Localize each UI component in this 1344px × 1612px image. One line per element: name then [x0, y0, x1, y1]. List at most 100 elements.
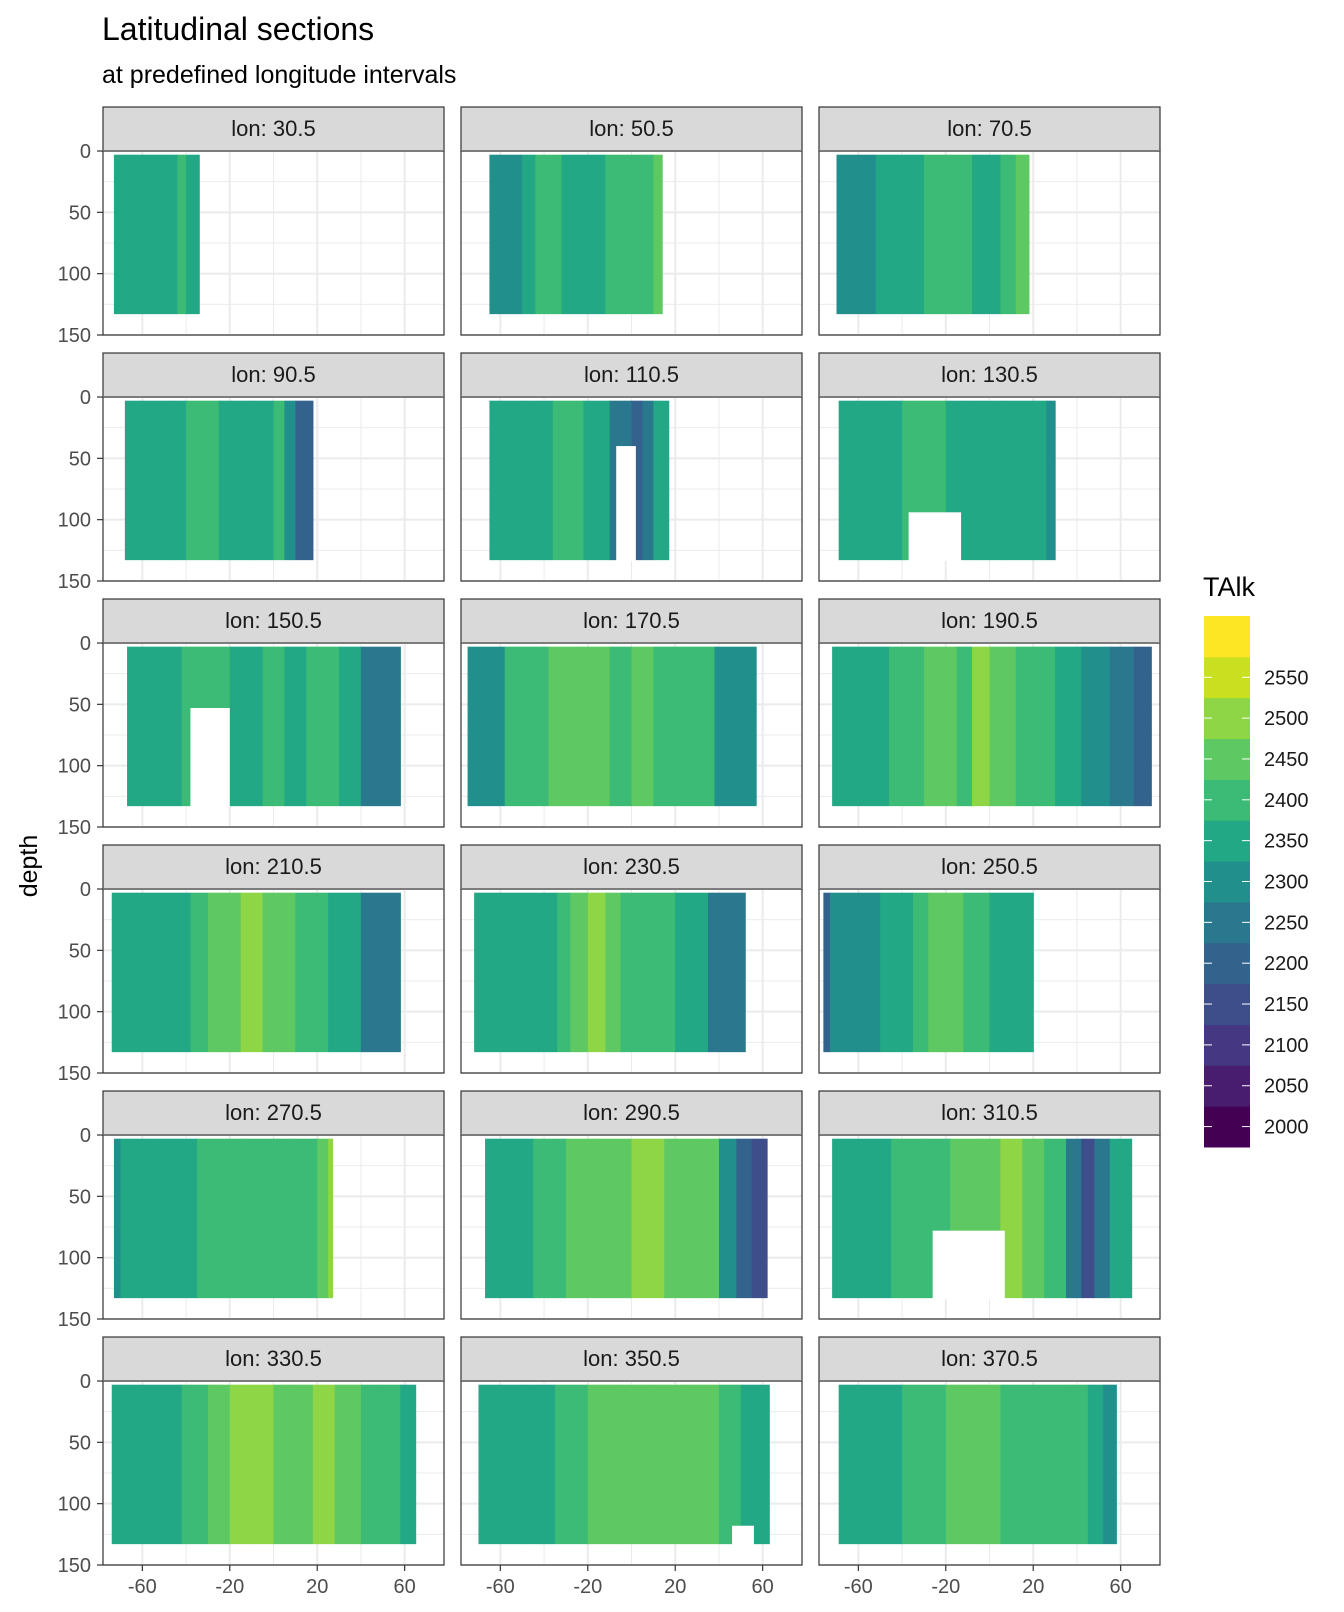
- legend-title: TAlk: [1203, 572, 1255, 602]
- x-tick-label: 60: [1110, 1576, 1132, 1598]
- talk-fill: [474, 892, 746, 1053]
- talk-band: [605, 154, 644, 315]
- facet-panel: lon: 370.5 -60 -20 20 60: [818, 1336, 1161, 1598]
- talk-band: [620, 1384, 654, 1545]
- talk-band: [554, 1384, 589, 1545]
- legend-label: 2000: [1264, 1117, 1309, 1139]
- talk-band: [1015, 646, 1056, 807]
- panel-border: [460, 150, 803, 336]
- facet-strip: [102, 352, 445, 398]
- talk-band: [328, 1138, 334, 1299]
- talk-band: [504, 646, 550, 807]
- facet-panel: lon: 70.5: [818, 106, 1161, 336]
- talk-band: [1033, 1384, 1067, 1545]
- talk-band: [928, 892, 947, 1053]
- chart-title: Latitudinal sections: [102, 11, 374, 47]
- talk-band: [598, 1138, 633, 1299]
- facet-panel: lon: 190.5: [818, 598, 1161, 828]
- x-tick-label: -60: [844, 1576, 873, 1598]
- talk-band: [522, 1384, 556, 1545]
- panel-border: [102, 396, 445, 582]
- talk-band: [273, 1138, 296, 1299]
- talk-band: [251, 400, 275, 561]
- talk-band: [978, 1384, 1002, 1545]
- talk-fill: [838, 1384, 1117, 1545]
- legend-label: 2450: [1264, 749, 1309, 771]
- facet-label: lon: 130.5: [941, 362, 1038, 387]
- talk-band: [891, 1138, 925, 1299]
- talk-band: [1000, 1138, 1023, 1299]
- panel-border: [460, 642, 803, 828]
- talk-band: [945, 892, 964, 1053]
- talk-band: [218, 400, 253, 561]
- facet-label: lon: 310.5: [941, 1100, 1038, 1125]
- facet-strip: [460, 844, 803, 890]
- talk-band: [980, 400, 1008, 561]
- talk-band: [989, 892, 1012, 1053]
- facet-label: lon: 90.5: [231, 362, 315, 387]
- talk-band: [823, 892, 831, 1053]
- facet-strip: [818, 106, 1161, 152]
- facet-panel: lon: 130.5: [818, 352, 1161, 582]
- talk-band: [587, 1384, 622, 1545]
- talk-band: [620, 892, 654, 1053]
- talk-band: [153, 1138, 198, 1299]
- y-axis-label: depth: [15, 835, 43, 898]
- talk-band: [186, 154, 200, 315]
- talk-band: [478, 1384, 523, 1545]
- talk-band: [196, 1138, 242, 1299]
- talk-fill: [127, 646, 401, 808]
- facet-strip: [460, 1090, 803, 1136]
- talk-band: [190, 892, 209, 1053]
- facet-panels: lon: 30.5 0 50 100 150 lon: 50.5 lon: 70.5 lon:…: [58, 106, 1161, 1598]
- talk-band: [631, 400, 644, 561]
- facet-strip: [102, 106, 445, 152]
- panel-border: [818, 1134, 1161, 1320]
- talk-band: [177, 154, 187, 315]
- y-tick-label: 100: [58, 1494, 91, 1516]
- talk-band: [207, 1384, 231, 1545]
- panel-border: [460, 1134, 803, 1320]
- talk-band: [168, 154, 178, 315]
- talk-band: [1015, 154, 1030, 315]
- talk-band: [832, 1138, 892, 1299]
- y-tick-label: 0: [80, 879, 91, 901]
- x-tick-label: -20: [931, 1576, 960, 1598]
- y-tick-label: 50: [69, 694, 91, 716]
- talk-band: [587, 892, 606, 1053]
- talk-band: [1033, 400, 1047, 561]
- talk-band: [923, 154, 951, 315]
- talk-band: [631, 1138, 665, 1299]
- facet-panel: lon: 170.5: [460, 598, 803, 828]
- talk-band: [838, 1384, 903, 1545]
- facet-strip: [102, 598, 445, 644]
- talk-band: [1103, 1384, 1117, 1545]
- x-tick-label: -20: [573, 1576, 602, 1598]
- legend-label: 2050: [1264, 1076, 1309, 1098]
- facet-panel: lon: 290.5: [460, 1090, 803, 1320]
- talk-band: [1022, 1138, 1045, 1299]
- talk-band: [334, 1384, 362, 1545]
- talk-band: [1000, 1384, 1034, 1545]
- facet-label: lon: 170.5: [583, 608, 680, 633]
- talk-fill: [478, 1384, 770, 1546]
- facet-panel: lon: 350.5 -60 -20 20 60: [460, 1336, 803, 1598]
- y-tick-label: 0: [80, 1371, 91, 1393]
- facet-panel: lon: 150.5 0 50 100 150: [58, 598, 445, 839]
- talk-band: [888, 646, 925, 807]
- talk-band: [718, 1384, 742, 1545]
- talk-band: [467, 646, 506, 807]
- talk-band: [576, 646, 611, 807]
- talk-band: [262, 892, 296, 1053]
- talk-band: [609, 646, 633, 807]
- legend-label: 2500: [1264, 708, 1309, 730]
- talk-band: [675, 892, 709, 1053]
- legend-label: 2400: [1264, 790, 1309, 812]
- facet-panel: lon: 210.5 0 50 100 150: [58, 844, 445, 1085]
- y-tick-label: 0: [80, 1125, 91, 1147]
- talk-fill: [823, 892, 1034, 1053]
- talk-band: [642, 400, 654, 561]
- talk-band: [548, 646, 578, 807]
- talk-band: [339, 646, 362, 807]
- talk-band: [262, 646, 286, 807]
